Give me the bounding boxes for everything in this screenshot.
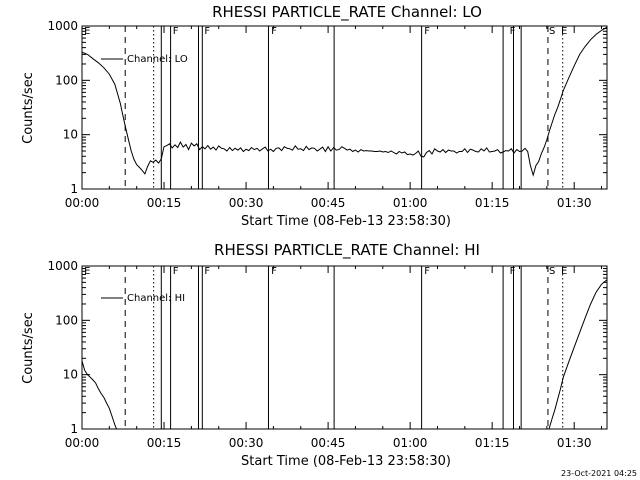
flag-label: F [173, 266, 179, 277]
plot-frame [81, 265, 608, 430]
legend: Channel: HI [101, 293, 185, 304]
flag-label: E [561, 26, 567, 37]
tick-marks: 00:00 00:15 00:30 00:45 01:00 01:15 01:30 1 10 10… [47, 259, 607, 450]
y-tick-label: 1 [70, 422, 78, 436]
y-axis-label: Counts/sec [21, 72, 36, 144]
y-tick-label: 1000 [47, 19, 78, 33]
x-tick-label: 00:30 [229, 436, 264, 450]
y-tick-label: 1000 [47, 259, 78, 273]
flag-label: F [204, 266, 210, 277]
series-line [82, 26, 607, 177]
x-tick-label: 01:15 [475, 436, 510, 450]
x-axis-label: Start Time (08-Feb-13 23:58:30) [241, 454, 451, 469]
chart-title: RHESSI PARTICLE_RATE Channel: LO [212, 3, 482, 22]
chart-panel-hi: RHESSI PARTICLE_RATE Channel: HI E F F F F F S… [21, 241, 608, 469]
flag-label: E [84, 266, 90, 277]
flag-label: F [510, 26, 516, 37]
x-tick-label: 00:15 [147, 196, 182, 210]
series-line [548, 279, 607, 429]
flag-label: E [561, 266, 567, 277]
y-axis-label: Counts/sec [21, 312, 36, 384]
flag-label: F [424, 266, 430, 277]
y-tick-label: 100 [55, 313, 78, 327]
x-tick-label: 01:30 [557, 436, 592, 450]
flag-label: E [84, 26, 90, 37]
flag-label: S [549, 26, 555, 37]
x-tick-label: 01:00 [393, 196, 428, 210]
x-tick-label: 01:30 [557, 196, 592, 210]
legend-label: Channel: LO [127, 54, 188, 65]
x-tick-label: 00:15 [147, 436, 182, 450]
x-tick-label: 00:30 [229, 196, 264, 210]
timestamp: 23-Oct-2021 04:25 [561, 469, 637, 478]
legend-label: Channel: HI [127, 293, 185, 304]
x-axis-label: Start Time (08-Feb-13 23:58:30) [241, 214, 451, 229]
y-tick-label: 100 [55, 73, 78, 87]
flag-label: F [204, 26, 210, 37]
legend: Channel: LO [101, 54, 188, 65]
tick-marks: 00:00 00:15 00:30 00:45 01:00 01:15 01:30 1 10 10… [47, 19, 607, 210]
flag-label: F [271, 266, 277, 277]
chart-panel-lo: RHESSI PARTICLE_RATE Channel: LO E F F F F F S… [21, 3, 608, 229]
y-tick-label: 1 [70, 182, 78, 196]
x-tick-label: 00:45 [311, 196, 346, 210]
x-tick-label: 00:00 [65, 436, 100, 450]
flag-label: F [424, 26, 430, 37]
flag-label: S [549, 266, 555, 277]
x-tick-label: 01:15 [475, 196, 510, 210]
y-tick-label: 10 [63, 368, 78, 382]
flag-label: F [510, 266, 516, 277]
plot-frame [81, 25, 608, 190]
x-tick-label: 00:00 [65, 196, 100, 210]
flag-label: F [173, 26, 179, 37]
x-tick-label: 00:45 [311, 436, 346, 450]
x-tick-label: 01:00 [393, 436, 428, 450]
chart-title: RHESSI PARTICLE_RATE Channel: HI [214, 241, 480, 260]
y-tick-label: 10 [63, 128, 78, 142]
flag-label: F [271, 26, 277, 37]
